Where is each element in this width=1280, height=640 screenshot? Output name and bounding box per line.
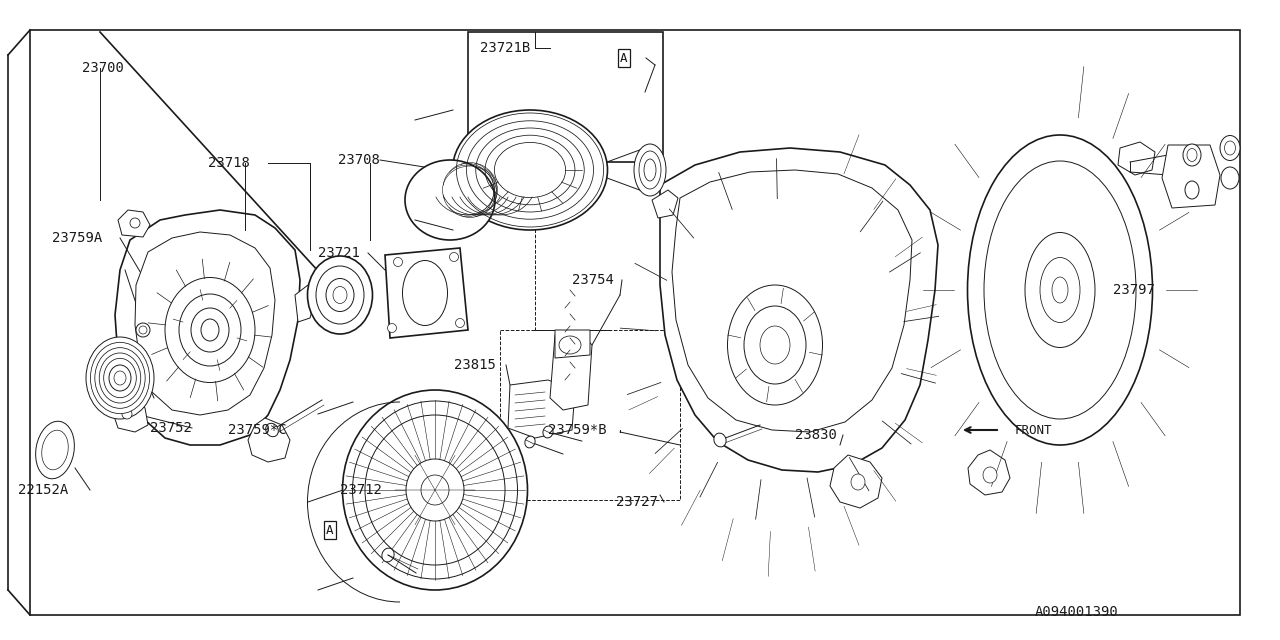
Ellipse shape [421, 475, 449, 505]
Ellipse shape [744, 306, 806, 384]
Text: A094001390: A094001390 [1036, 605, 1119, 619]
Ellipse shape [365, 415, 506, 565]
Ellipse shape [191, 308, 229, 352]
Ellipse shape [634, 144, 666, 196]
Polygon shape [829, 455, 882, 508]
Ellipse shape [352, 401, 517, 579]
Ellipse shape [388, 323, 397, 333]
Ellipse shape [307, 256, 372, 334]
Ellipse shape [131, 218, 140, 228]
Polygon shape [968, 450, 1010, 495]
Ellipse shape [100, 353, 141, 403]
Polygon shape [508, 380, 575, 438]
Ellipse shape [333, 287, 347, 303]
Ellipse shape [42, 430, 68, 470]
Ellipse shape [381, 548, 394, 562]
Text: 23759*C: 23759*C [228, 423, 287, 437]
Ellipse shape [114, 371, 125, 385]
Ellipse shape [86, 337, 154, 419]
Text: 23754: 23754 [572, 273, 614, 287]
Ellipse shape [714, 433, 726, 447]
Ellipse shape [639, 151, 660, 189]
Ellipse shape [404, 160, 495, 240]
Text: 23759A: 23759A [52, 231, 102, 245]
Ellipse shape [36, 421, 74, 479]
Text: A: A [621, 51, 627, 65]
Polygon shape [550, 332, 591, 410]
Text: 23712: 23712 [340, 483, 381, 497]
Polygon shape [134, 232, 275, 415]
Ellipse shape [1225, 141, 1235, 155]
Bar [500, 330, 680, 500]
Ellipse shape [1025, 232, 1094, 348]
Text: FRONT: FRONT [1015, 424, 1052, 436]
Polygon shape [248, 418, 291, 462]
Ellipse shape [140, 326, 147, 334]
Ellipse shape [727, 285, 823, 405]
Ellipse shape [1221, 167, 1239, 189]
Ellipse shape [122, 409, 132, 419]
Ellipse shape [179, 294, 241, 366]
Text: 23727: 23727 [616, 495, 658, 509]
Text: 23721: 23721 [317, 246, 360, 260]
Ellipse shape [851, 474, 865, 490]
Polygon shape [652, 190, 678, 218]
Text: 23721B: 23721B [480, 41, 530, 55]
Ellipse shape [91, 342, 150, 413]
Ellipse shape [136, 323, 150, 337]
Text: 23708: 23708 [338, 153, 380, 167]
Ellipse shape [1187, 148, 1197, 161]
Polygon shape [1117, 142, 1155, 175]
Ellipse shape [449, 253, 458, 262]
Ellipse shape [525, 436, 535, 448]
Ellipse shape [326, 278, 355, 312]
Ellipse shape [984, 161, 1137, 419]
Ellipse shape [1052, 277, 1068, 303]
Ellipse shape [1183, 144, 1201, 166]
Text: 23700: 23700 [82, 61, 124, 75]
Text: 23752: 23752 [150, 421, 192, 435]
Ellipse shape [456, 319, 465, 328]
Ellipse shape [109, 365, 131, 391]
Ellipse shape [983, 467, 997, 483]
Polygon shape [385, 248, 468, 338]
Bar [468, 32, 663, 162]
Text: 22152A: 22152A [18, 483, 68, 497]
Text: 23815: 23815 [454, 358, 495, 372]
Ellipse shape [760, 326, 790, 364]
Ellipse shape [1220, 136, 1240, 161]
Ellipse shape [968, 135, 1152, 445]
Polygon shape [113, 395, 148, 432]
Polygon shape [294, 285, 315, 322]
Polygon shape [556, 330, 590, 358]
Ellipse shape [165, 278, 255, 383]
Ellipse shape [201, 319, 219, 341]
Ellipse shape [316, 266, 364, 324]
Polygon shape [660, 148, 938, 472]
Polygon shape [115, 210, 300, 445]
Text: A: A [326, 524, 334, 536]
Ellipse shape [543, 426, 553, 438]
Text: 23830: 23830 [795, 428, 837, 442]
Polygon shape [118, 210, 150, 237]
Ellipse shape [406, 459, 465, 521]
Ellipse shape [343, 390, 527, 590]
Ellipse shape [1185, 181, 1199, 199]
Ellipse shape [559, 336, 581, 354]
Ellipse shape [95, 348, 145, 408]
Text: 23759*B: 23759*B [548, 423, 607, 437]
Ellipse shape [104, 358, 136, 397]
Ellipse shape [393, 257, 402, 266]
Polygon shape [672, 170, 911, 432]
Ellipse shape [266, 423, 278, 436]
Ellipse shape [1039, 257, 1080, 323]
Ellipse shape [402, 260, 448, 326]
Text: 23718: 23718 [207, 156, 250, 170]
Ellipse shape [644, 159, 657, 181]
Ellipse shape [453, 110, 608, 230]
Polygon shape [1162, 145, 1220, 208]
Text: 23797: 23797 [1114, 283, 1155, 297]
